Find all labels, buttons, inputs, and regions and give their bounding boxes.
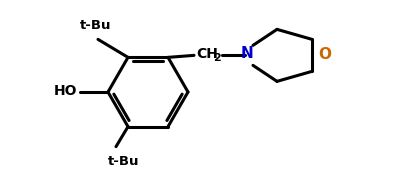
- Text: N: N: [241, 46, 253, 61]
- Text: 2: 2: [213, 53, 221, 63]
- Text: t-Bu: t-Bu: [108, 155, 140, 168]
- Text: CH: CH: [196, 47, 218, 61]
- Text: t-Bu: t-Bu: [80, 19, 112, 32]
- Text: O: O: [318, 47, 331, 62]
- Text: HO: HO: [54, 84, 77, 98]
